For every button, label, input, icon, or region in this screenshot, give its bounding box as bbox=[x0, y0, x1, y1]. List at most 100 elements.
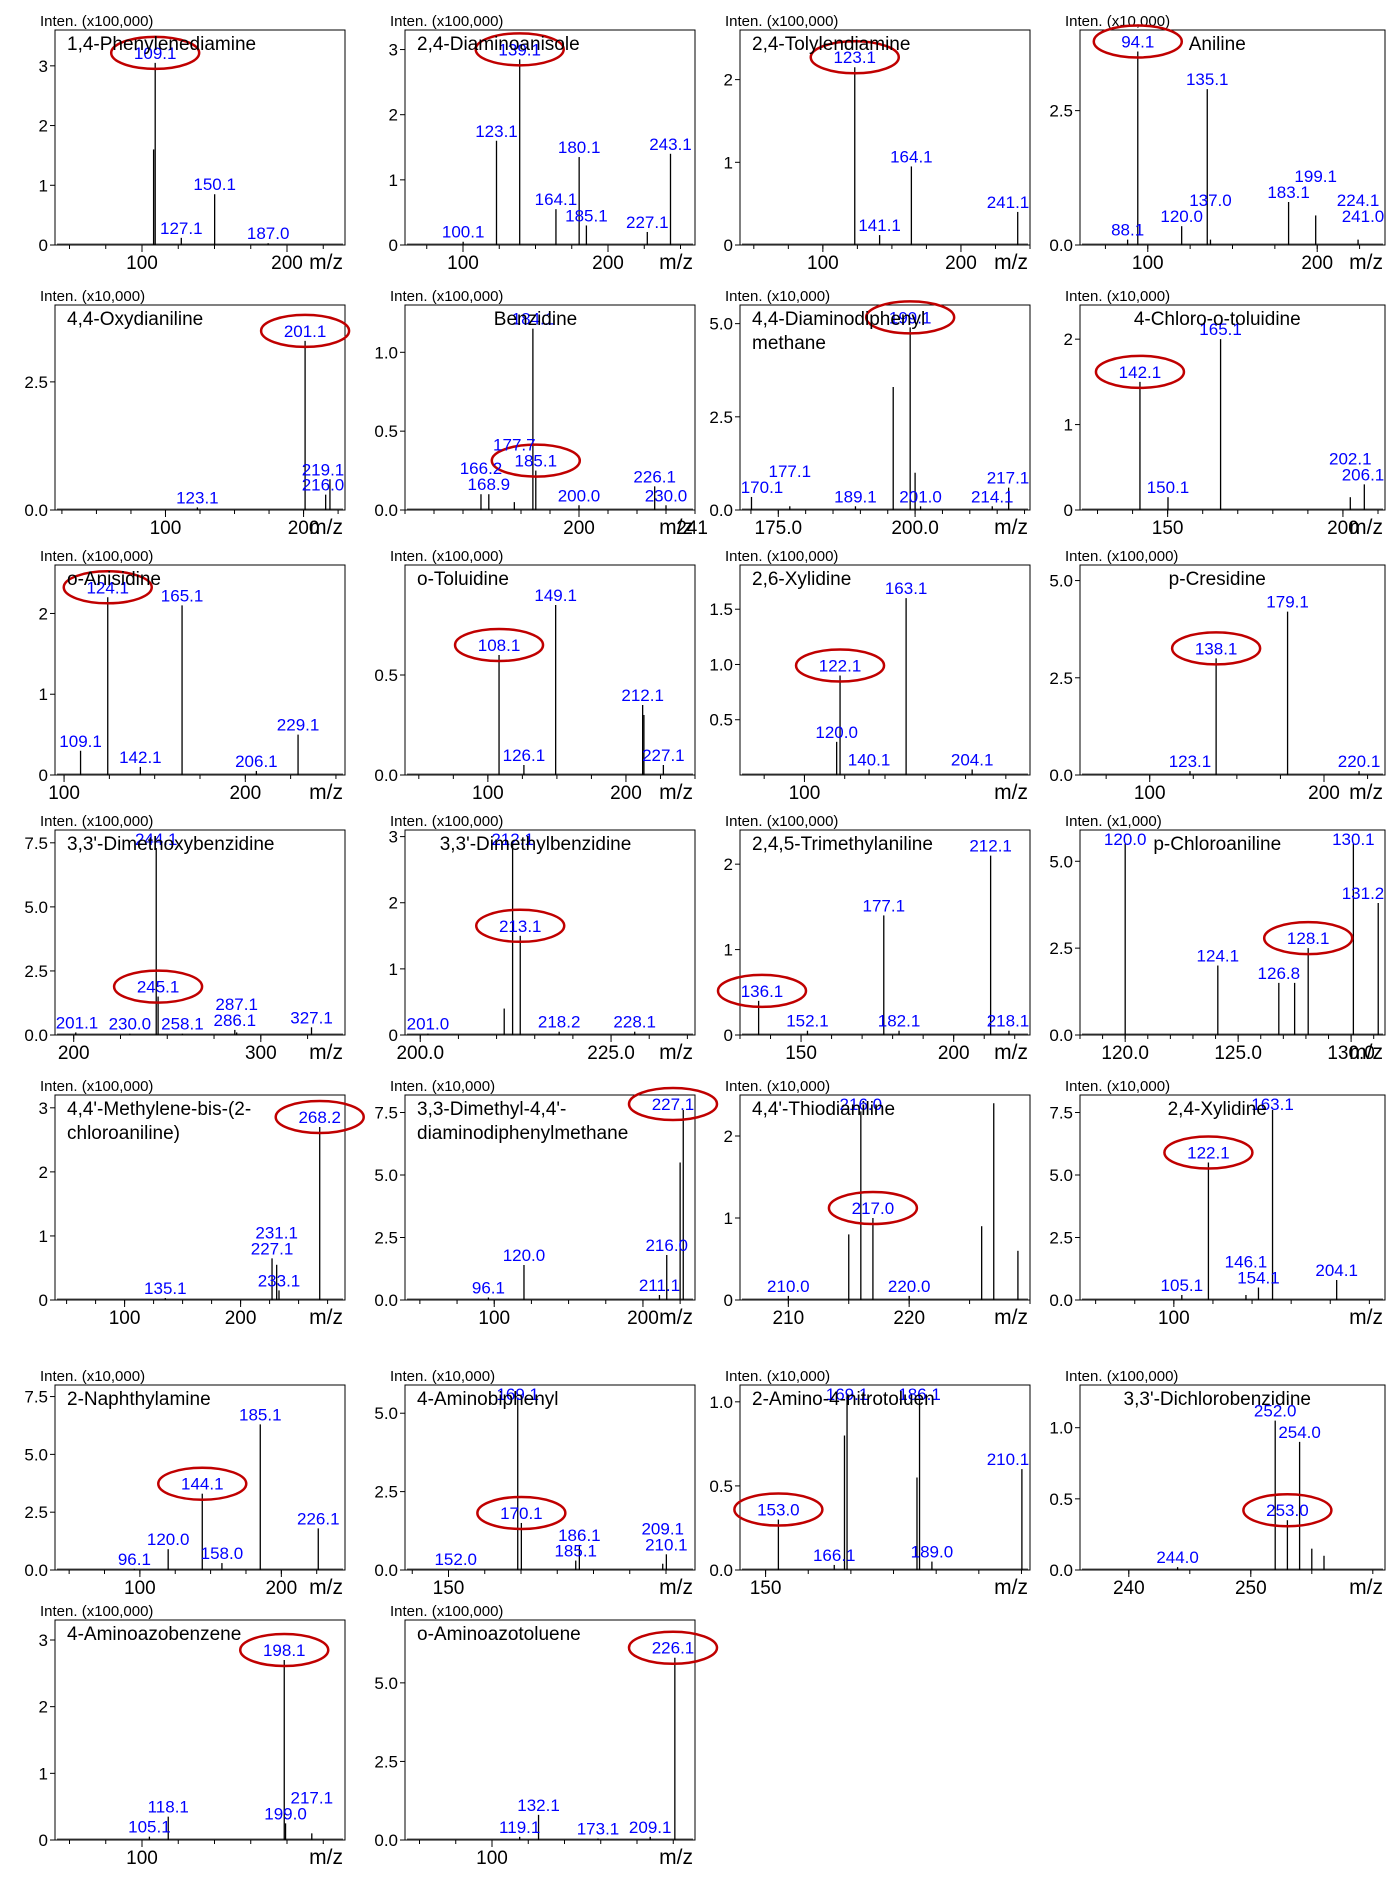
peak-mz-label: 226.1 bbox=[297, 1509, 340, 1528]
peak-mz-label: 214.1 bbox=[971, 487, 1014, 506]
x-tick-label: 200 bbox=[610, 783, 642, 804]
y-tick-label: 1 bbox=[1064, 416, 1073, 435]
y-tick-label: 1.5 bbox=[709, 600, 733, 619]
y-tick-label: 0.0 bbox=[24, 501, 48, 520]
peak-mz-label: 200.0 bbox=[558, 486, 601, 505]
y-tick-label: 2 bbox=[389, 106, 398, 125]
plot-frame bbox=[404, 564, 696, 776]
x-axis-label: m/z bbox=[309, 781, 343, 804]
peak-mz-label: 126.8 bbox=[1258, 964, 1301, 983]
x-axis-label: m/z bbox=[1349, 781, 1383, 804]
x-axis-label: m/z bbox=[994, 781, 1028, 804]
x-tick-label: 200 bbox=[1301, 253, 1333, 274]
highlight-ellipse bbox=[490, 443, 582, 478]
intensity-axis-label: Inten. (x100,000) bbox=[390, 288, 503, 305]
y-tick-label: 1 bbox=[39, 685, 48, 704]
spectrum-panel: Inten. (x10,000) 0.0 2.5 5.0 7.5 100 m/z 163.1 1… bbox=[1049, 1078, 1386, 1329]
compound-title: 4-Aminobiphenyl bbox=[417, 1389, 559, 1410]
peak-mz-label: 154.1 bbox=[1237, 1269, 1280, 1288]
y-tick-label: 2 bbox=[39, 604, 48, 623]
peak-mz-label: 258.1 bbox=[161, 1015, 204, 1034]
compound-title: Aniline bbox=[1189, 34, 1246, 55]
peak-mz-label: 173.1 bbox=[577, 1819, 620, 1838]
intensity-axis-label: Inten. (x1,000) bbox=[1065, 813, 1162, 830]
peak-mz-label: 227.1 bbox=[251, 1239, 294, 1258]
spectrum-panel: Inten. (x100,000) 0 1 2 100 200 m/z 124.1 165.1 1… bbox=[39, 548, 346, 804]
x-tick-label: 100 bbox=[126, 1848, 158, 1869]
compound-title: 2,4-Xylidine bbox=[1168, 1099, 1267, 1120]
peak-mz-label: 189.1 bbox=[834, 487, 877, 506]
highlight-ellipse bbox=[1242, 1492, 1333, 1528]
compound-title: 4,4-Diaminodiphenyl methane bbox=[752, 309, 925, 354]
peak-mz-label: 204.1 bbox=[951, 750, 994, 769]
peak-mz-label: 139.1 bbox=[498, 40, 541, 59]
x-tick-label: 240 bbox=[1113, 1578, 1145, 1599]
highlight-ellipse bbox=[112, 969, 204, 1004]
peak-mz-label: 204.1 bbox=[1315, 1261, 1358, 1280]
spectrum-panel: Inten. (x100,000) 0 1 2 3 100 200 m/z 139.1 123.1… bbox=[389, 13, 696, 274]
y-tick-label: 0.5 bbox=[709, 711, 733, 730]
y-tick-label: 0 bbox=[389, 236, 398, 255]
highlight-ellipse bbox=[794, 648, 886, 683]
x-tick-label: 100 bbox=[48, 783, 80, 804]
x-tick-label: 250 bbox=[1235, 1578, 1267, 1599]
intensity-axis-label: Inten. (x100,000) bbox=[1065, 548, 1178, 565]
x-axis-label: m/z bbox=[1349, 251, 1383, 274]
intensity-axis-label: Inten. (x100,000) bbox=[390, 13, 503, 30]
peak-mz-label: 163.1 bbox=[1251, 1095, 1294, 1114]
plot-frame bbox=[404, 829, 696, 1036]
intensity-axis-label: Inten. (x100,000) bbox=[40, 548, 153, 565]
intensity-axis-label: Inten. (x100,000) bbox=[390, 813, 503, 830]
intensity-axis-label: Inten. (x10,000) bbox=[40, 1368, 145, 1385]
spectrum-panel: Inten. (x100,000) 0 1 2 3 200.0 225.0 m/z 212.1 2… bbox=[389, 813, 696, 1064]
peak-mz-label: 142.1 bbox=[119, 748, 162, 767]
highlight-ellipse bbox=[109, 35, 201, 71]
peak-mz-label: 140.1 bbox=[848, 750, 891, 769]
intensity-axis-label: Inten. (x100,000) bbox=[725, 13, 838, 30]
peak-mz-label: 216.0 bbox=[645, 1236, 688, 1255]
y-tick-label: 1 bbox=[724, 153, 733, 172]
peak-mz-label: 229.1 bbox=[277, 716, 320, 735]
spectrum-panel: Inten. (x10,000) 0.0 2.5 5.0 150 m/z 169.1 170.… bbox=[374, 1368, 696, 1599]
peak-mz-label: 233.1 bbox=[258, 1271, 301, 1290]
peak-mz-label: 217.1 bbox=[291, 1788, 334, 1807]
peak-mz-label: 149.1 bbox=[534, 586, 577, 605]
y-tick-label: 2 bbox=[389, 894, 398, 913]
x-tick-label: 200 bbox=[271, 253, 303, 274]
x-tick-label: 200 bbox=[229, 783, 261, 804]
x-tick-label: 200 bbox=[1308, 783, 1340, 804]
x-tick-label: 100 bbox=[124, 1578, 156, 1599]
x-tick-label: 100 bbox=[447, 253, 479, 274]
spectrum-panel: Inten. (x10,000) 0 1 2 210 220 m/z 216.0 217.0 21… bbox=[724, 1078, 1031, 1329]
y-tick-label: 2.5 bbox=[1049, 669, 1073, 688]
y-tick-label: 0 bbox=[724, 236, 733, 255]
peak-mz-label: 212.1 bbox=[969, 837, 1012, 856]
intensity-axis-label: Inten. (x10,000) bbox=[1065, 288, 1170, 305]
peak-mz-label: 96.1 bbox=[118, 1550, 151, 1569]
peak-mz-label: 152.0 bbox=[434, 1550, 477, 1569]
y-tick-label: 2 bbox=[39, 117, 48, 136]
y-tick-label: 1.0 bbox=[709, 1393, 733, 1412]
peak-mz-label: 144.1 bbox=[181, 1475, 224, 1494]
peak-mz-label: 268.2 bbox=[298, 1108, 341, 1127]
x-axis-label: m/z bbox=[659, 1041, 693, 1064]
y-tick-label: 3 bbox=[39, 1631, 48, 1650]
highlight-ellipse bbox=[827, 1190, 919, 1226]
y-tick-label: 2 bbox=[724, 855, 733, 874]
highlight-ellipse bbox=[1170, 631, 1262, 666]
peak-mz-label: 136.1 bbox=[741, 982, 784, 1001]
y-tick-label: 7.5 bbox=[374, 1104, 398, 1123]
x-tick-label: 200 bbox=[592, 253, 624, 274]
x-axis-label: m/z bbox=[659, 1306, 693, 1329]
x-axis-label: m/z bbox=[659, 781, 693, 804]
y-tick-label: 3 bbox=[389, 828, 398, 847]
peak-mz-label: 185.1 bbox=[554, 1542, 597, 1561]
y-tick-label: 5.0 bbox=[1049, 1166, 1073, 1185]
x-axis-label: m/z bbox=[309, 1306, 343, 1329]
plot-frame bbox=[739, 29, 1031, 246]
x-tick-label: 200 bbox=[945, 253, 977, 274]
peak-mz-label: 122.1 bbox=[819, 657, 862, 676]
peak-mz-label: 211.1 bbox=[639, 1276, 680, 1295]
peak-mz-label: 109.1 bbox=[134, 44, 177, 63]
peak-mz-label: 142.1 bbox=[1119, 363, 1162, 382]
